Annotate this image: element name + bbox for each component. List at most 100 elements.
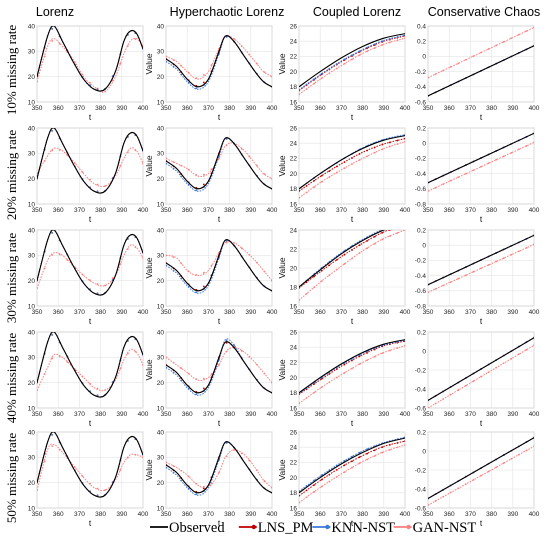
x-tick-label: 350: [423, 207, 434, 214]
x-axis-label: t: [351, 418, 354, 428]
series-point-gan-nst: [381, 43, 384, 46]
legend-label: KNN-NST: [331, 520, 395, 536]
series-point-knn-nst: [51, 129, 54, 132]
series-point-gan-nst: [134, 38, 137, 41]
series-point-gan-nst: [271, 177, 272, 180]
series-point-knn-nst: [358, 451, 361, 454]
series-point-gan-nst: [187, 475, 190, 478]
y-tick-label: 10: [28, 201, 36, 208]
y-tick-label: 16: [290, 405, 298, 412]
series-point-gan-nst: [305, 191, 308, 194]
series-point-gan-nst: [428, 291, 429, 294]
series-point-gan-nst: [142, 456, 143, 459]
series-point-gan-nst: [299, 501, 300, 504]
series-line-observed: [37, 230, 143, 296]
series-line-observed: [37, 26, 143, 92]
series-point-gan-nst: [195, 77, 198, 80]
series-line-observed: [37, 332, 143, 398]
series-line-observed: [299, 437, 405, 494]
x-tick-label: 370: [203, 207, 214, 214]
y-tick-label: 40: [28, 227, 36, 234]
series-point-gan-nst: [449, 491, 452, 494]
row-label-20: 20% missing rate: [4, 130, 19, 220]
series-group: [166, 34, 272, 90]
series-point-gan-nst: [351, 466, 353, 469]
series-point-gan-nst: [351, 257, 353, 260]
series-point-lns-pm: [404, 224, 406, 226]
x-axis-label: t: [218, 214, 221, 224]
panel-1-3: 350 360 370 380 390 400 16 18 20 22 24 26 t Value: [277, 23, 411, 122]
series-point-gan-nst: [396, 347, 399, 350]
y-tick-label: 0: [422, 348, 426, 355]
series-point-gan-nst: [472, 270, 475, 273]
y-tick-label: 22: [290, 54, 298, 61]
series-point-gan-nst: [195, 482, 198, 485]
row-label-40: 40% missing rate: [4, 333, 19, 423]
x-axis-label: t: [480, 112, 483, 122]
series-line-gan-nst: [166, 142, 272, 180]
series-point-knn-nst: [51, 231, 54, 234]
series-point-gan-nst: [502, 155, 505, 158]
y-tick-label: 24: [290, 345, 298, 352]
series-point-knn-nst: [299, 88, 300, 91]
series-point-gan-nst: [313, 186, 316, 188]
y-tick-label: 30: [28, 355, 36, 362]
series-group: [37, 230, 143, 296]
series-point-gan-nst: [328, 381, 331, 384]
series-point-knn-nst: [96, 88, 99, 91]
series-point-gan-nst: [381, 148, 384, 151]
series-point-knn-nst: [96, 190, 99, 193]
series-point-lns-pm: [388, 444, 391, 446]
series-point-lns-pm: [320, 478, 323, 481]
series-point-gan-nst: [525, 246, 528, 249]
series-point-gan-nst: [335, 171, 338, 174]
panel-2-3: 350 360 370 380 390 400 16 18 20 22 24 26 t Value: [277, 125, 411, 224]
y-axis-label: Value: [144, 53, 154, 74]
series-point-lns-pm: [343, 363, 346, 366]
x-tick-label: 350: [294, 511, 305, 518]
series-point-gan-nst: [358, 159, 361, 161]
y-tick-label: 40: [28, 329, 36, 336]
x-tick-label: 400: [138, 309, 149, 316]
y-tick-label: 24: [290, 141, 298, 148]
y-tick-label: 24: [290, 39, 298, 46]
series-point-lns-pm: [320, 378, 323, 380]
y-tick-label: 30: [157, 151, 165, 158]
series-point-lns-pm: [202, 183, 205, 186]
series-point-gan-nst: [502, 257, 505, 260]
series-point-gan-nst: [172, 256, 175, 259]
series-point-lns-pm: [225, 341, 228, 344]
series-point-gan-nst: [533, 344, 534, 347]
series-line-gan-nst: [166, 346, 272, 384]
x-tick-label: 370: [336, 411, 347, 418]
series-point-gan-nst: [373, 455, 376, 457]
legend-label: GAN-NST: [413, 520, 477, 536]
series-point-knn-nst: [366, 46, 369, 49]
series-point-gan-nst: [328, 176, 331, 179]
series-point-gan-nst: [263, 480, 266, 482]
series-point-gan-nst: [263, 173, 266, 176]
panel-2-1: 350 360 370 380 390 400 10 20 30 40 t: [28, 125, 149, 224]
series-point-gan-nst: [225, 144, 228, 147]
series-point-knn-nst: [195, 393, 198, 396]
series-point-lns-pm: [335, 165, 338, 168]
series-point-gan-nst: [225, 241, 228, 244]
series-line-gan-nst: [299, 37, 405, 95]
series-point-knn-nst: [343, 459, 346, 462]
series-point-gan-nst: [495, 466, 498, 469]
x-axis-label: t: [480, 316, 483, 326]
series-point-gan-nst: [510, 457, 513, 460]
series-point-gan-nst: [502, 362, 505, 365]
y-tick-label: 18: [290, 84, 298, 91]
plot-area: [36, 431, 144, 509]
y-tick-label: 26: [290, 329, 298, 336]
series-line-observed: [37, 432, 143, 498]
y-axis-label: Value: [277, 155, 287, 176]
series-point-gan-nst: [37, 287, 38, 290]
series-point-knn-nst: [96, 494, 99, 497]
series-point-gan-nst: [240, 247, 243, 250]
x-tick-label: 400: [267, 411, 278, 418]
x-tick-label: 380: [486, 411, 497, 418]
series-point-gan-nst: [442, 183, 445, 186]
